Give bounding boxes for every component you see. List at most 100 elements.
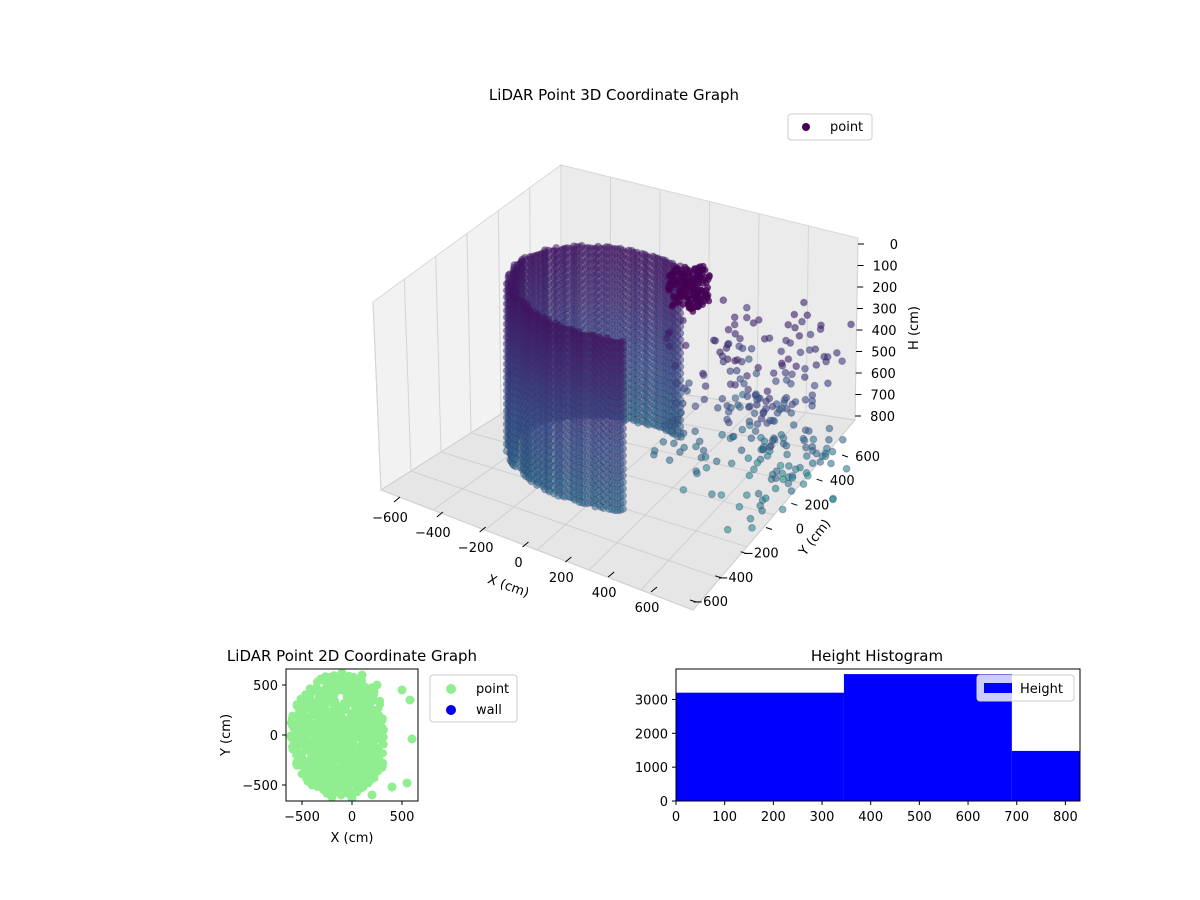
- point-3d: [735, 342, 743, 351]
- point-3d: [736, 334, 744, 343]
- point-3d: [737, 446, 746, 455]
- point-3d: [745, 471, 754, 480]
- point-3d: [766, 443, 774, 451]
- point-3d: [726, 367, 735, 376]
- point-3d: [750, 465, 758, 474]
- x-tick-label-3d: −400: [415, 526, 451, 541]
- point-3d: [742, 303, 751, 312]
- point-3d: [754, 489, 763, 498]
- point-3d: [747, 434, 756, 443]
- point-3d: [754, 363, 763, 372]
- point-3d: [659, 438, 668, 446]
- point-3d: [750, 409, 759, 418]
- point-3d: [738, 425, 747, 434]
- point-3d: [665, 456, 674, 465]
- point-3d: [777, 359, 786, 368]
- point-3d: [833, 349, 841, 357]
- point-3d: [783, 450, 791, 459]
- point-3d: [777, 347, 786, 356]
- point-3d: [671, 361, 680, 370]
- point-3d: [731, 394, 740, 402]
- x-tick-label-3d: −600: [372, 511, 408, 526]
- point-3d: [732, 366, 741, 375]
- point-3d: [618, 451, 628, 460]
- point-3d: [618, 337, 628, 346]
- point-3d: [703, 292, 710, 300]
- point-3d: [618, 431, 628, 440]
- point-3d: [730, 313, 739, 322]
- point-3d: [782, 393, 791, 402]
- point-3d: [791, 465, 800, 474]
- point-3d: [765, 334, 774, 343]
- point-3d: [676, 448, 684, 456]
- point-3d: [744, 403, 753, 412]
- point-3d: [791, 323, 799, 332]
- chart-3d-title: LiDAR Point 3D Coordinate Graph: [489, 86, 739, 104]
- point-3d: [768, 470, 777, 479]
- point-3d: [699, 446, 708, 455]
- point-3d: [745, 355, 753, 364]
- point-3d: [753, 420, 762, 428]
- point-3d: [737, 357, 746, 366]
- point-3d: [692, 294, 699, 302]
- y-tick-label-3d: 400: [830, 474, 855, 489]
- chart-3d: LiDAR Point 3D Coordinate Graph −600 −400…: [372, 86, 922, 616]
- point-3d: [752, 390, 760, 399]
- legend-3d: point: [787, 113, 873, 141]
- point-3d: [775, 405, 784, 414]
- point-3d: [665, 286, 673, 294]
- point-3d: [759, 445, 767, 454]
- point-3d: [847, 320, 855, 329]
- z-tick-label-3d: 600: [871, 367, 896, 382]
- point-3d: [677, 433, 685, 441]
- chart-2d-title: LiDAR Point 2D Coordinate Graph: [227, 647, 477, 665]
- point-3d: [691, 427, 699, 436]
- point-3d: [788, 370, 796, 379]
- point-3d: [766, 416, 775, 425]
- point-3d: [808, 459, 817, 468]
- point-3d: [694, 275, 701, 282]
- point-3d: [784, 320, 793, 329]
- point-3d: [618, 411, 628, 420]
- point-3d: [820, 352, 829, 361]
- point-3d: [679, 300, 687, 308]
- point-3d: [779, 475, 787, 484]
- y-tick-label-3d: 0: [796, 523, 804, 538]
- point-3d: [672, 399, 680, 408]
- x-tick-label-3d: −200: [458, 541, 494, 556]
- point-3d: [802, 443, 810, 452]
- point-3d: [618, 357, 628, 366]
- point-3d: [808, 401, 816, 410]
- point-3d: [736, 403, 744, 412]
- point-3d: [756, 501, 765, 510]
- point-3d: [699, 371, 708, 380]
- point-3d: [669, 301, 677, 309]
- point-3d: [698, 298, 706, 306]
- point-3d: [618, 491, 628, 500]
- point-3d: [817, 321, 825, 330]
- point-3d: [679, 284, 686, 292]
- point-3d: [672, 379, 681, 388]
- point-3d: [763, 387, 772, 396]
- point-3d: [827, 459, 835, 468]
- point-3d: [667, 427, 676, 436]
- point-3d: [786, 339, 795, 347]
- z-tick-label-3d: 300: [872, 303, 897, 318]
- point-3d: [679, 316, 687, 325]
- point-3d: [618, 364, 628, 373]
- point-3d: [618, 377, 628, 386]
- point-3d: [792, 362, 801, 371]
- point-3d: [802, 452, 811, 460]
- point-3d: [759, 409, 768, 418]
- point-3d: [701, 382, 710, 391]
- point-3d: [816, 458, 825, 466]
- point-3d: [618, 384, 628, 393]
- point-3d: [705, 273, 713, 281]
- point-3d: [804, 472, 812, 480]
- point-3d: [772, 377, 780, 386]
- point-3d: [618, 504, 628, 513]
- x-tick-label-3d: 200: [549, 571, 574, 586]
- scatter-2d-points: [286, 669, 417, 801]
